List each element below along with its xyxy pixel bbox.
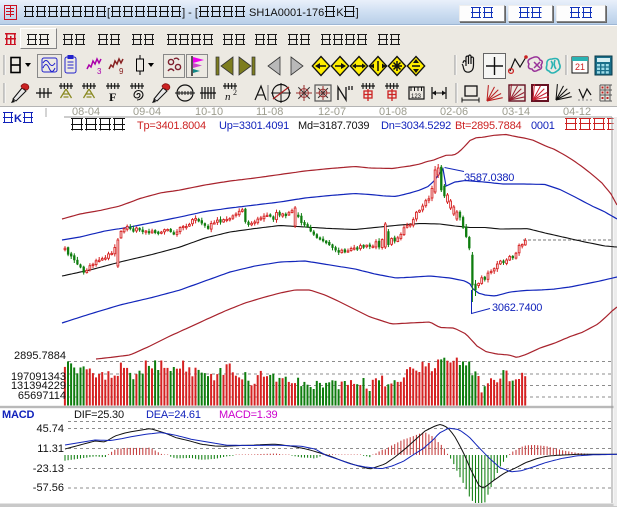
svg-text:21: 21 [575, 62, 585, 72]
svg-text:9: 9 [119, 67, 124, 76]
svg-text:123: 123 [411, 94, 422, 100]
svg-text:3: 3 [97, 67, 102, 76]
svg-text:F: F [109, 90, 116, 104]
svg-text:n: n [225, 91, 231, 103]
svg-text:2: 2 [233, 88, 237, 97]
